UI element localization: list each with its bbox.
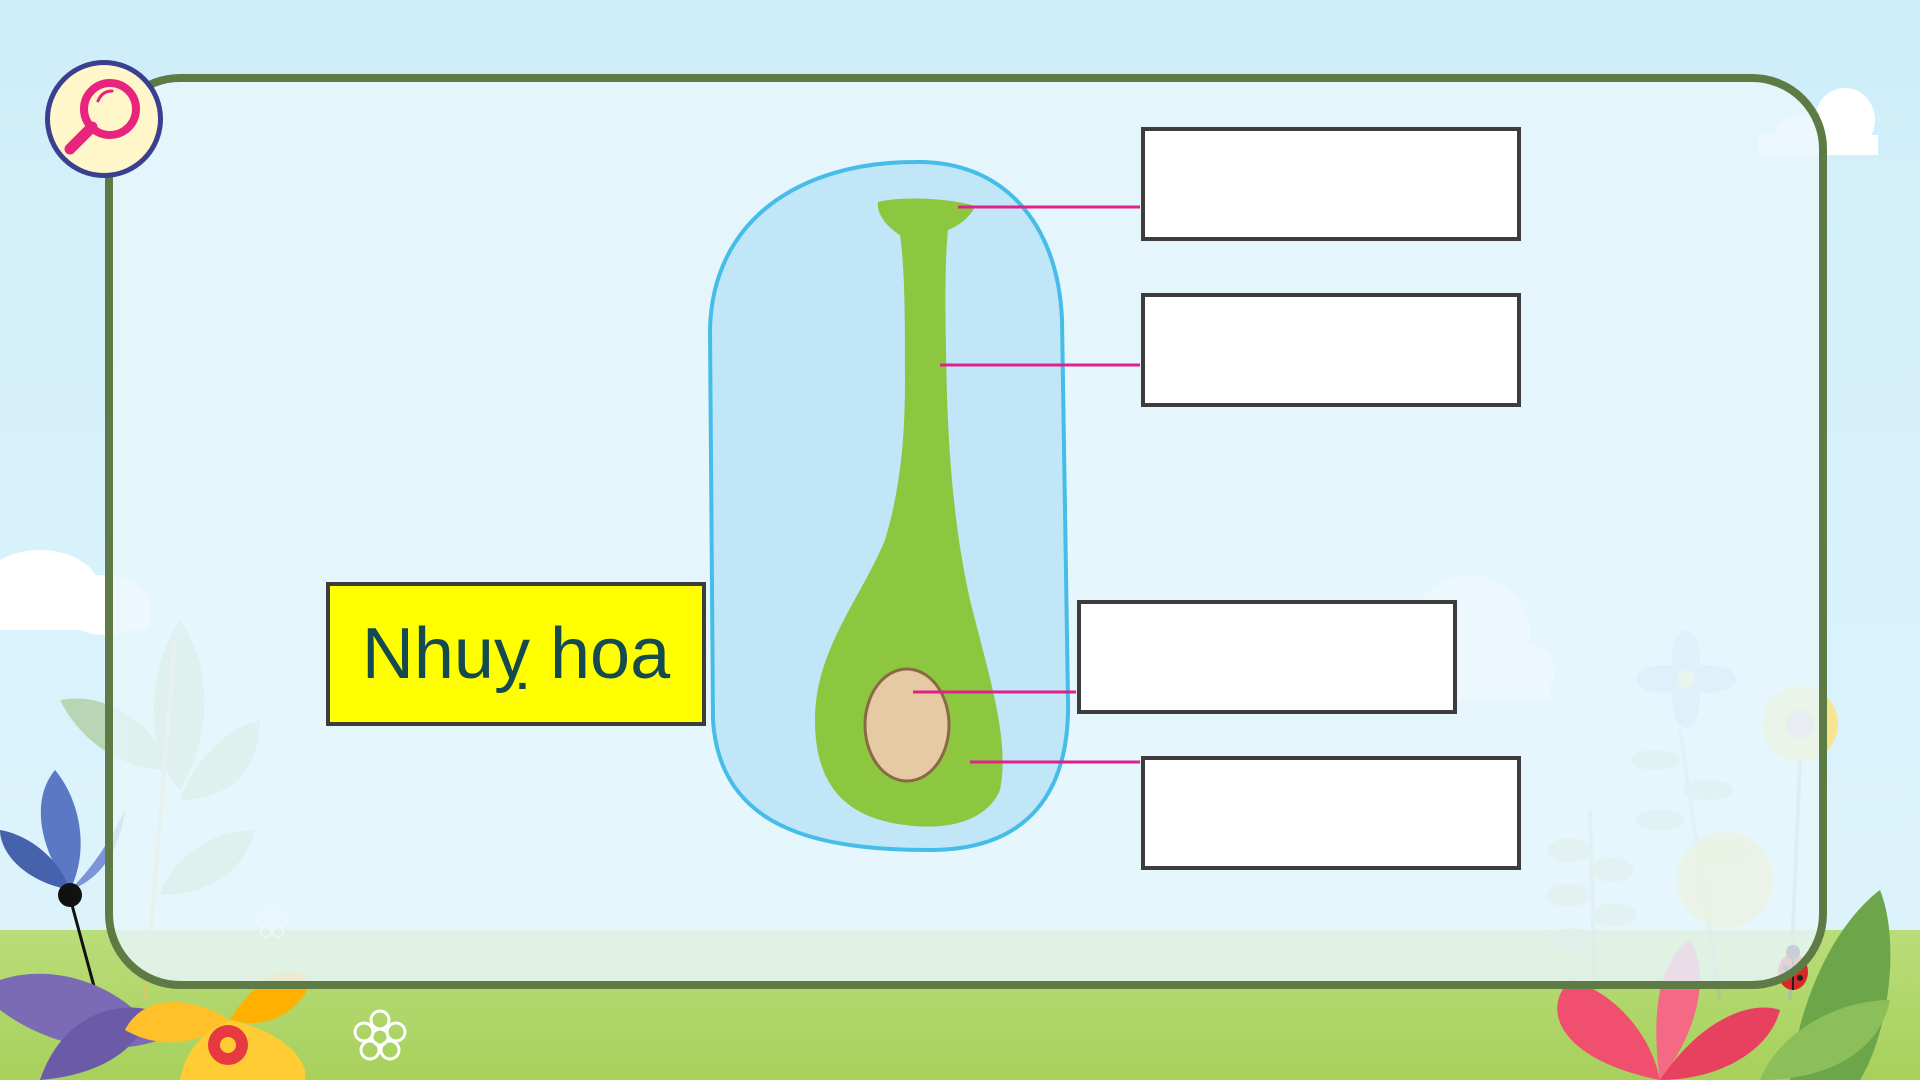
label-box-ovule[interactable] <box>1077 600 1457 714</box>
purple-leaves-left <box>0 973 160 1080</box>
magnifier-badge <box>45 60 163 178</box>
magnifier-icon <box>64 79 140 155</box>
label-box-stigma[interactable] <box>1141 127 1521 241</box>
ovule <box>863 667 951 783</box>
green-leaf-right <box>1760 890 1891 1080</box>
label-box-ovary[interactable] <box>1141 756 1521 870</box>
pistil-shape <box>815 198 1003 827</box>
pistil-title-label: Nhuỵ hoa <box>326 582 706 726</box>
small-white-flower <box>353 1009 407 1061</box>
pistil-title-text: Nhuỵ hoa <box>361 614 671 694</box>
blue-flower-left <box>0 770 125 991</box>
label-box-style[interactable] <box>1141 293 1521 407</box>
